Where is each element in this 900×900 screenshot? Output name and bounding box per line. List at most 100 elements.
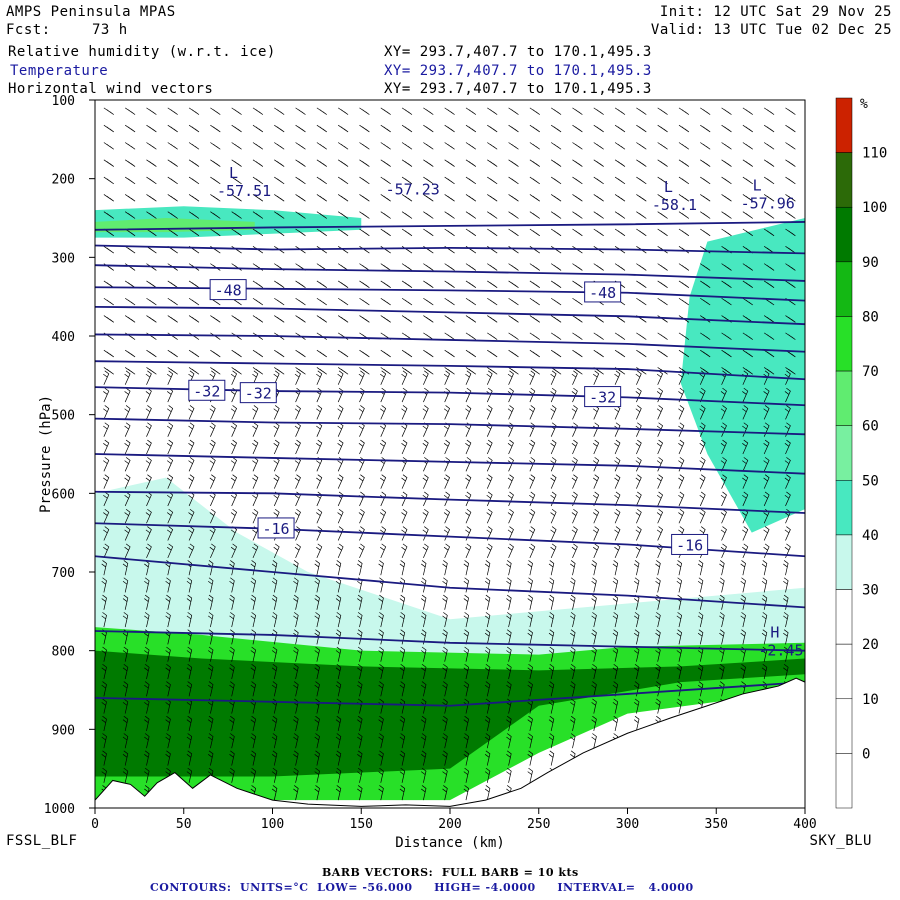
- wind-barb: [231, 367, 242, 375]
- wind-barb: [550, 297, 562, 306]
- wind-barb: [678, 107, 690, 115]
- wind-barb: [166, 387, 174, 403]
- wind-barb: [167, 176, 178, 185]
- wind-barb: [550, 367, 562, 375]
- wind-barb: [720, 387, 727, 403]
- wind-barb: [167, 211, 178, 219]
- wind-barb: [742, 332, 753, 340]
- wind-barb: [614, 474, 621, 489]
- wind-barb: [636, 349, 647, 358]
- wind-barb: [122, 715, 129, 731]
- wind-barb: [529, 370, 536, 385]
- wind-barb: [188, 107, 200, 115]
- wind-barb: [380, 280, 391, 288]
- colorbar-label: 100: [862, 200, 887, 216]
- wind-barb: [763, 526, 770, 541]
- wind-barb: [252, 159, 264, 167]
- wind-barb: [529, 439, 536, 455]
- wind-barb: [422, 543, 429, 558]
- wind-barb: [210, 367, 221, 375]
- wind-barb: [210, 159, 221, 167]
- wind-barb: [252, 228, 264, 237]
- wind-barb: [167, 124, 178, 133]
- wind-barb: [124, 367, 136, 375]
- wind-barb: [295, 367, 306, 375]
- wind-barb: [337, 543, 344, 558]
- wind-barb: [529, 297, 540, 306]
- wind-barb: [465, 349, 477, 358]
- wind-barb: [186, 577, 193, 593]
- wind-barb: [274, 211, 285, 219]
- wind-barb: [465, 124, 477, 133]
- wind-barb: [335, 612, 342, 628]
- wind-barb: [359, 280, 370, 288]
- wind-barb: [785, 263, 796, 271]
- wind-barb: [550, 387, 557, 403]
- y-tick-label: 500: [52, 409, 75, 424]
- wind-barb: [423, 280, 434, 288]
- wind-barb: [550, 526, 557, 541]
- wind-barb: [401, 367, 413, 375]
- wind-barb: [314, 715, 320, 731]
- wind-barb: [380, 194, 391, 202]
- wind-barb: [721, 349, 732, 358]
- wind-barb: [656, 491, 664, 507]
- wind-barb: [316, 194, 327, 202]
- wind-barb: [421, 733, 427, 749]
- wind-barb: [314, 594, 320, 610]
- wind-barb: [401, 194, 413, 202]
- wind-barb: [572, 107, 583, 115]
- wind-barb: [785, 176, 796, 185]
- wind-barb: [550, 124, 562, 133]
- wind-barb: [316, 228, 327, 237]
- wind-barb: [252, 280, 264, 288]
- wind-barb: [166, 474, 174, 489]
- wind-barb: [761, 612, 768, 628]
- wind-barb: [378, 733, 384, 749]
- wind-barb: [359, 367, 370, 375]
- wind-barb: [443, 526, 451, 541]
- wind-barb: [422, 422, 429, 437]
- wind-barb: [314, 733, 320, 749]
- wind-barb: [550, 228, 562, 237]
- wind-barb: [742, 228, 753, 237]
- wind-barb: [252, 315, 264, 323]
- wind-barb: [463, 785, 469, 801]
- wind-barb: [721, 211, 732, 219]
- wind-barb: [167, 107, 178, 115]
- x-tick-label: 0: [91, 817, 99, 832]
- wind-barb: [357, 767, 363, 783]
- wind-barb: [399, 594, 406, 610]
- contour-label: -48: [589, 284, 616, 302]
- wind-barb: [357, 681, 363, 697]
- wind-barb: [316, 280, 327, 288]
- wind-barb: [614, 349, 626, 358]
- wind-barb: [271, 577, 278, 593]
- wind-barb: [634, 715, 640, 731]
- colorbar-label: 90: [862, 255, 879, 271]
- wind-barb: [208, 733, 214, 749]
- wind-barb: [548, 681, 555, 697]
- field-rh-name: Relative humidity (w.r.t. ice): [8, 44, 276, 60]
- wind-barb: [742, 526, 749, 541]
- wind-barb: [550, 439, 557, 455]
- wind-barb: [657, 332, 668, 340]
- wind-barb: [250, 750, 256, 766]
- wind-barb: [401, 246, 413, 254]
- wind-barb: [783, 560, 789, 576]
- wind-barb: [423, 228, 434, 237]
- rh-shading: [95, 206, 805, 801]
- wind-barb: [210, 124, 221, 133]
- wind-barb: [527, 733, 533, 749]
- wind-barb: [785, 194, 796, 202]
- temperature-contour--52: [95, 264, 805, 282]
- wind-barb: [700, 107, 711, 115]
- wind-barb: [636, 263, 647, 271]
- wind-barb: [103, 367, 114, 375]
- wind-barb: [484, 663, 491, 680]
- wind-barb: [380, 349, 391, 358]
- wind-barb: [550, 159, 562, 167]
- wind-barb: [676, 577, 682, 593]
- wind-barb: [273, 474, 280, 489]
- wind-barb: [337, 142, 349, 150]
